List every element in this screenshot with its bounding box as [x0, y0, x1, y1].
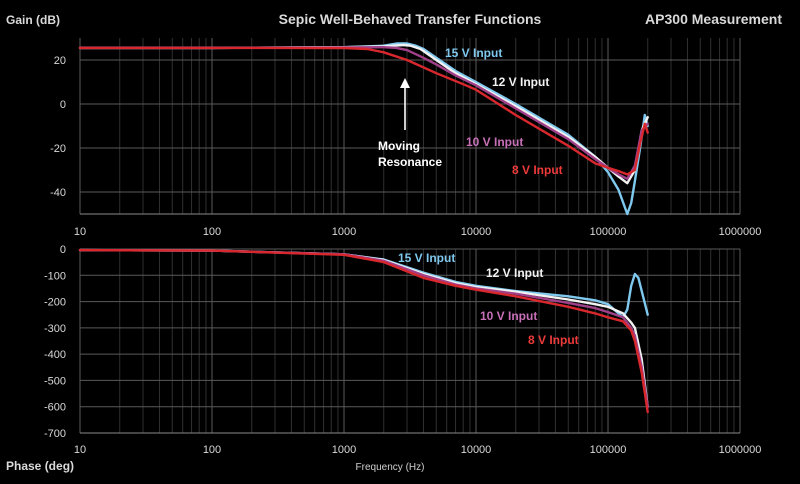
gain-axis-title: Gain (dB) [6, 13, 60, 27]
y-tick-label: 20 [54, 55, 66, 67]
series-line-10-v-input [78, 46, 649, 180]
y-tick-label: -700 [44, 428, 66, 440]
x-tick-label: 1000 [332, 226, 356, 238]
series-line-8-v-input [78, 248, 649, 414]
y-tick-label: -500 [44, 375, 66, 387]
y-tick-label: -40 [50, 187, 66, 199]
series-label: 10 V Input [466, 135, 523, 149]
chart-title: Sepic Well-Behaved Transfer Functions [279, 11, 542, 27]
y-tick-label: -200 [44, 297, 66, 309]
series-label: 8 V Input [528, 333, 579, 347]
series-line-12-v-input [78, 248, 649, 408]
x-tick-label: 100000 [590, 226, 627, 238]
phase-axis-title: Phase (deg) [6, 459, 74, 473]
series-line-8-v-input [78, 46, 649, 176]
y-tick-label: 0 [60, 99, 66, 111]
series-label: 12 V Input [492, 75, 549, 89]
annotation-line: Resonance [378, 155, 442, 169]
series-label-layer: 15 V Input 12 V Input 10 V Input 8 V Input 1… [398, 46, 579, 347]
x-tick-label: 1000 [332, 444, 356, 456]
x-tick-label: 100 [203, 444, 221, 456]
chart-subtitle: AP300 Measurement [645, 11, 782, 27]
x-tick-label: 100 [203, 226, 221, 238]
y-tick-label: -20 [50, 143, 66, 155]
series-label: 12 V Input [486, 266, 543, 280]
series-line-10-v-input [78, 248, 649, 408]
annotation-line: Moving [378, 139, 420, 153]
x-tick-label: 10000 [461, 226, 492, 238]
x-tick-label: 10 [74, 226, 86, 238]
y-tick-label: -400 [44, 349, 66, 361]
x-tick-label: 10000 [461, 444, 492, 456]
series-label: 15 V Input [445, 46, 502, 60]
series-layer [78, 42, 649, 414]
series-label: 8 V Input [512, 163, 563, 177]
y-tick-label: -300 [44, 323, 66, 335]
x-tick-label: 10 [74, 444, 86, 456]
x-tick-label: 100000 [590, 444, 627, 456]
x-axis-title: Frequency (Hz) [356, 462, 425, 473]
series-line-15-v-input [78, 42, 649, 216]
series-line-15-v-input [78, 248, 649, 319]
annotation-arrowhead [400, 78, 410, 88]
moving-resonance-annotation: Moving Resonance [378, 78, 442, 169]
y-tick-label: -600 [44, 402, 66, 414]
annotation-label: Moving Resonance [378, 139, 442, 169]
series-label: 10 V Input [480, 309, 537, 323]
x-tick-label: 1000000 [719, 444, 762, 456]
grid-layer [79, 38, 741, 434]
y-tick-label: -100 [44, 270, 66, 282]
series-label: 15 V Input [398, 251, 455, 265]
x-tick-label: 1000000 [719, 226, 762, 238]
y-tick-label: 0 [60, 244, 66, 256]
